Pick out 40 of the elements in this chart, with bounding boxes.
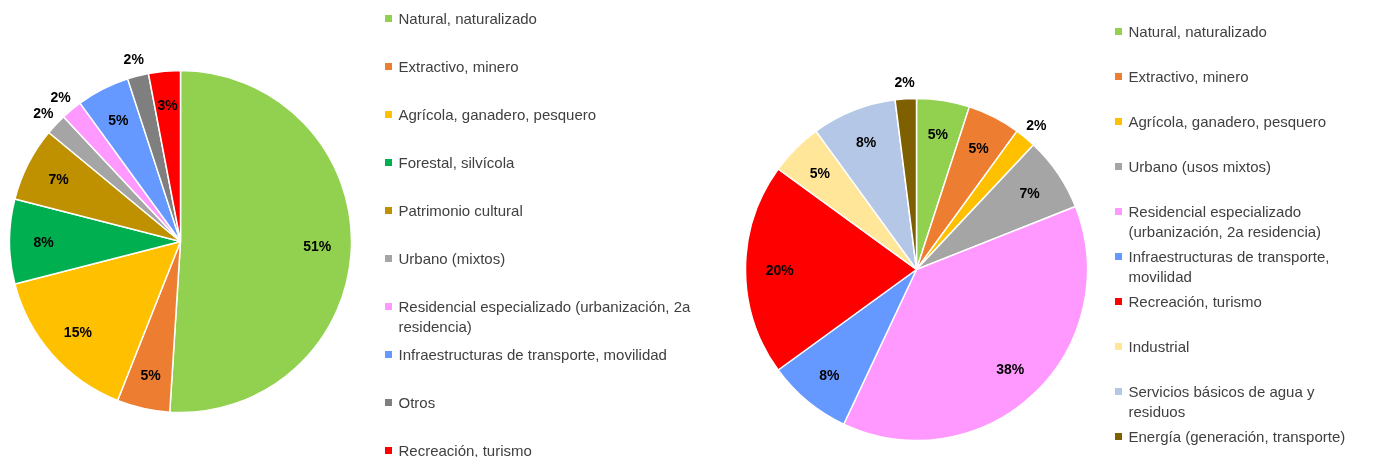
data-label: 38% [996, 361, 1025, 378]
legend-label: Natural, naturalizado [398, 9, 537, 27]
legend-label: Servicios básicos de agua y residuos [1128, 382, 1315, 420]
legend-label: Recreación, turismo [1128, 292, 1262, 310]
data-label: 5% [927, 126, 949, 143]
data-label: 7% [48, 171, 70, 188]
data-label: 51% [303, 237, 332, 254]
data-label: 8% [856, 134, 877, 151]
data-label: 2% [33, 104, 55, 121]
data-label: 2% [894, 73, 916, 90]
legend-label: Residencial especializado (urbanización, 2a residencia) [1128, 202, 1322, 240]
legend-label: Urbano (mixtos) [398, 249, 506, 267]
data-label: 3% [157, 97, 179, 114]
data-label: 15% [63, 323, 93, 340]
legend-label: Energía (generación, transporte) [1128, 427, 1346, 445]
legend-label: Forestal, silvícola [398, 153, 516, 171]
data-label: 8% [819, 366, 840, 383]
data-label: 5% [968, 139, 990, 156]
data-label: 7% [1019, 184, 1041, 201]
data-label: 5% [108, 111, 130, 128]
legend-label: Natural, naturalizado [1128, 22, 1267, 40]
legend-label: Otros [398, 393, 436, 411]
data-label: 5% [140, 367, 162, 384]
data-label: 8% [33, 233, 55, 250]
data-label: 2% [123, 51, 145, 68]
data-label: 2% [1026, 116, 1048, 133]
legend-label: Agrícola, ganadero, pesquero [398, 105, 597, 123]
legend-label: Extractivo, minero [398, 57, 519, 75]
legend-label: Residencial especializado (urbanización, 2a residencia) [398, 297, 691, 335]
data-label: 2% [50, 88, 72, 105]
legend-label: Urbano (usos mixtos) [1128, 157, 1272, 175]
legend-label: Infraestructuras de transporte, movilidad [398, 345, 667, 363]
legend-label: Agrícola, ganadero, pesquero [1128, 112, 1327, 130]
data-label: 20% [765, 261, 795, 278]
legend-label: Infraestructuras de transporte, movilidad [1128, 247, 1330, 285]
data-label: 5% [809, 164, 831, 181]
legend-label: Recreación, turismo [398, 441, 532, 457]
legend-label: Industrial [1128, 337, 1190, 355]
legend-label: Extractivo, minero [1128, 67, 1249, 85]
legend-label: Patrimonio cultural [398, 201, 523, 219]
